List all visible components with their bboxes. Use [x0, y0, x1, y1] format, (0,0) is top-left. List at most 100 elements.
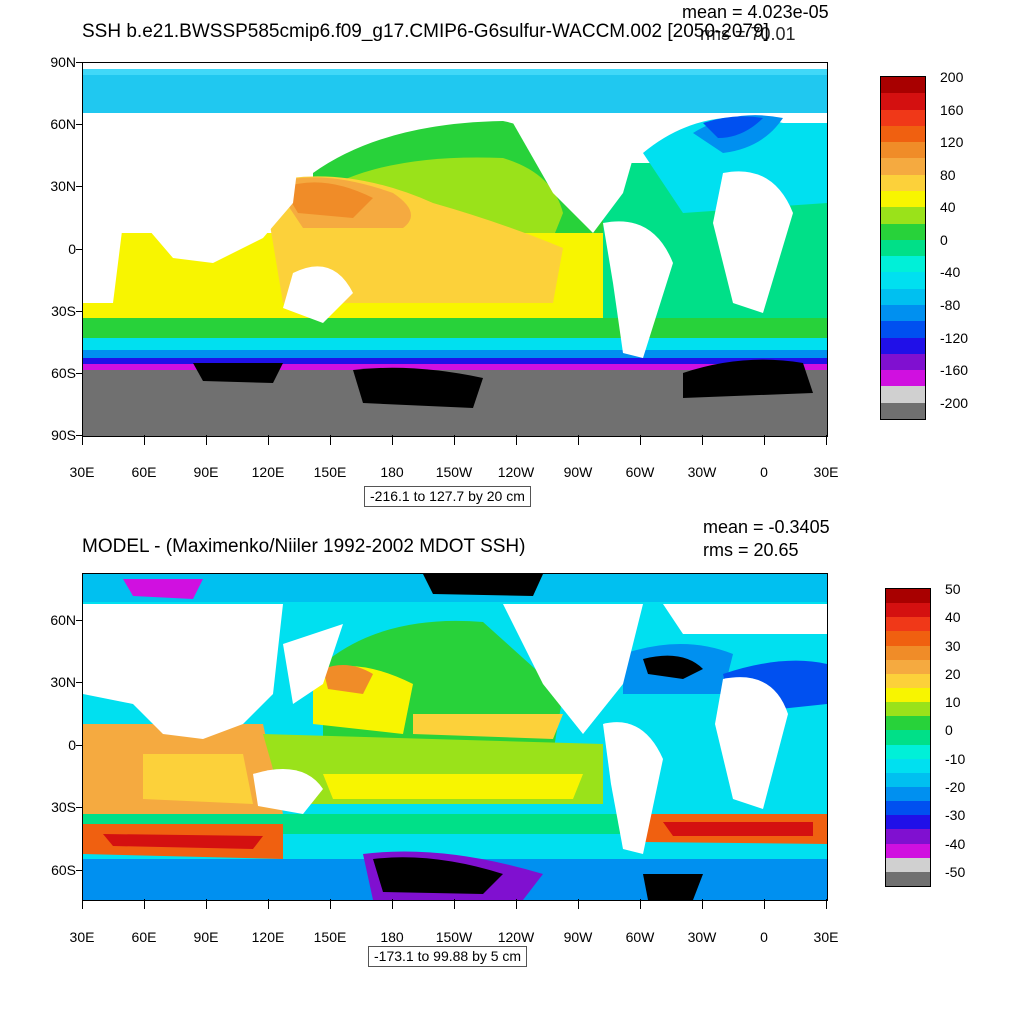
panel-2-lon-label: 60W [625, 929, 655, 945]
panel-1-lon-label: 90E [193, 464, 219, 480]
panel-1-lat-label: 30N [50, 178, 76, 195]
colorbar-label: -80 [940, 297, 961, 313]
colorbar-swatch [886, 801, 930, 816]
axis-tick [76, 435, 82, 436]
panel-1-lon-label: 150W [435, 464, 473, 480]
colorbar-label: -40 [940, 264, 961, 281]
panel-1-map [82, 62, 828, 437]
panel-1-lat-label: 60S [51, 364, 76, 381]
axis-tick [330, 899, 331, 909]
colorbar-label: 50 [945, 581, 961, 597]
panel-2-lat-label: 30S [51, 799, 76, 815]
colorbar-label: 160 [940, 101, 964, 118]
axis-tick [76, 62, 82, 63]
axis-tick [76, 186, 82, 188]
colorbar-swatch [886, 758, 930, 773]
panel-2-colorbar [885, 588, 931, 887]
colorbar-swatch [881, 402, 925, 419]
colorbar-swatch [881, 353, 925, 371]
colorbar-label: 30 [945, 637, 961, 654]
panel-1-lon-label: 180 [380, 464, 404, 480]
axis-tick [578, 899, 579, 909]
panel-ssh-difference: MODEL - (Maximenko/Niiler 1992-2002 MDOT… [0, 510, 1024, 1024]
panel-1-range: -216.1 to 127.7 by 20 cm [364, 486, 531, 507]
colorbar-swatch [886, 645, 930, 660]
axis-tick [144, 435, 145, 445]
panel-1-title: SSH b.e21.BWSSP585cmip6.f09_g17.CMIP6-G6… [82, 21, 769, 42]
colorbar-swatch [881, 158, 925, 175]
colorbar-label: 40 [945, 609, 961, 626]
colorbar-swatch [881, 239, 925, 257]
colorbar-swatch [886, 843, 930, 858]
panel-1-lon-label: 150E [313, 464, 347, 480]
colorbar-label: 20 [945, 665, 961, 682]
colorbar-swatch [881, 256, 925, 273]
axis-tick [640, 899, 641, 909]
axis-tick [578, 435, 579, 445]
colorbar-label: 200 [940, 69, 964, 85]
colorbar-swatch [886, 603, 930, 618]
panel-2-lon-label: 60E [131, 929, 157, 945]
panel-2-lon-label: 90W [563, 929, 593, 945]
panel-1-colorbar-swatches [881, 77, 925, 419]
colorbar-swatch [881, 386, 925, 403]
panel-2-lon-label: 30W [687, 929, 717, 945]
colorbar-swatch [886, 786, 930, 802]
panel-2-title: MODEL - (Maximenko/Niiler 1992-2002 MDOT… [82, 536, 526, 557]
colorbar-swatch [881, 109, 925, 126]
axis-tick [826, 899, 827, 909]
panel-2-lon-label: 30E [813, 929, 839, 945]
panel-1-lon-label: 120E [251, 464, 285, 480]
axis-tick [206, 899, 207, 909]
colorbar-swatch [886, 631, 930, 646]
colorbar-label: -10 [945, 750, 966, 767]
axis-tick [392, 435, 393, 445]
panel-2-lon-label: 30E [69, 929, 95, 945]
panel-2-mean: mean = -0.3405 [703, 517, 830, 537]
colorbar-swatch [881, 272, 925, 289]
colorbar-swatch [881, 337, 925, 354]
axis-tick [764, 435, 765, 445]
axis-tick [702, 435, 703, 445]
colorbar-label: 0 [940, 231, 948, 248]
axis-tick [76, 372, 82, 374]
colorbar-swatch [881, 304, 925, 322]
colorbar-swatch [881, 174, 925, 191]
axis-tick [268, 435, 269, 445]
axis-tick [454, 435, 455, 445]
panel-1-lat-label: 90N [50, 54, 76, 70]
colorbar-label: -50 [945, 863, 966, 880]
colorbar-label: 10 [945, 694, 961, 711]
panel-2-lat-label: 0 [68, 737, 76, 753]
panel-2-lon-label: 90E [193, 929, 219, 945]
axis-tick [76, 310, 82, 312]
axis-tick [76, 682, 82, 683]
axis-tick [82, 899, 83, 909]
panel-2-lon-label: 0 [760, 929, 768, 945]
panel-2-lat-label: 30N [50, 674, 76, 690]
axis-tick [764, 899, 765, 909]
panel-1-lon-label: 60W [625, 464, 655, 480]
colorbar-swatch [881, 125, 925, 143]
axis-tick [268, 899, 269, 909]
colorbar-swatch [886, 815, 930, 830]
colorbar-swatch [881, 190, 925, 208]
panel-1-lon-label: 30E [813, 464, 839, 480]
axis-tick [76, 248, 82, 250]
colorbar-swatch [881, 223, 925, 240]
axis-tick [76, 745, 82, 746]
colorbar-swatch [886, 589, 930, 604]
axis-tick [640, 435, 641, 445]
colorbar-swatch [881, 207, 925, 224]
axis-tick [330, 435, 331, 445]
colorbar-swatch [886, 857, 930, 872]
axis-tick [76, 620, 82, 621]
panel-1-lat-label: 0 [68, 240, 76, 257]
colorbar-label: 40 [940, 199, 956, 216]
colorbar-swatch [886, 659, 930, 674]
axis-tick [454, 899, 455, 909]
colorbar-swatch [886, 871, 930, 886]
colorbar-swatch [886, 716, 930, 731]
axis-tick [702, 899, 703, 909]
panel-2-map-graphic [83, 574, 827, 900]
